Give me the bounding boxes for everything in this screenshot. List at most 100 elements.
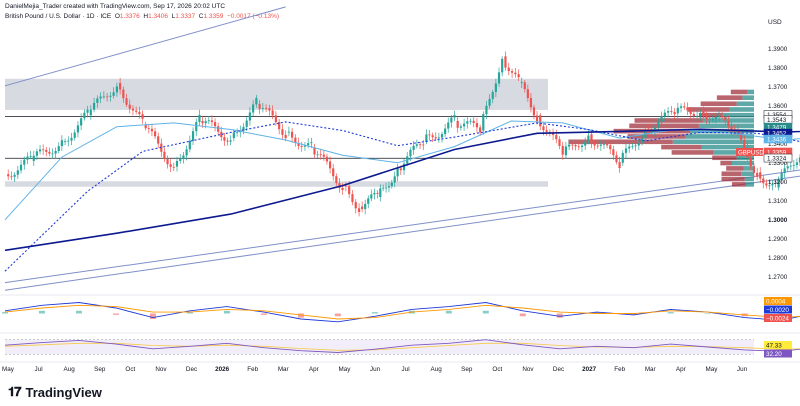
symbol-tag-box xyxy=(736,147,763,156)
candle-body-0 xyxy=(7,174,10,177)
candle-body-185 xyxy=(593,143,596,146)
macd-hist-19 xyxy=(704,313,711,315)
candle-body-8 xyxy=(32,155,35,161)
ohlc-high: 1.3406 xyxy=(148,13,168,20)
candle-body-54 xyxy=(179,159,182,161)
x-tick-4: Oct xyxy=(125,366,135,373)
candle-body-184 xyxy=(590,134,593,144)
ma-long-line xyxy=(4,128,800,252)
candle-body-42 xyxy=(141,114,144,119)
candle-body-38 xyxy=(128,104,131,109)
vp-bar-up-12 xyxy=(736,155,754,161)
x-tick-0: May xyxy=(2,366,15,373)
candle-body-141 xyxy=(453,115,456,118)
ohlc-low: 1.3337 xyxy=(175,13,196,20)
candle-body-197 xyxy=(631,146,634,147)
candle-body-52 xyxy=(172,166,175,168)
candle-body-5 xyxy=(23,159,26,165)
candle-body-66 xyxy=(217,126,220,132)
candle-body-154 xyxy=(494,83,497,93)
candle-body-58 xyxy=(191,131,195,141)
x-tick-11: May xyxy=(338,366,351,373)
candle-body-136 xyxy=(437,137,440,139)
candle-body-180 xyxy=(577,146,580,148)
candle-body-151 xyxy=(485,105,488,115)
candle-body-157 xyxy=(504,56,507,68)
candle-body-85 xyxy=(278,122,281,130)
candle-body-98 xyxy=(319,154,322,156)
candle-body-87 xyxy=(284,134,287,139)
vp-bar-up-16 xyxy=(744,176,754,182)
vp-bar-up-10 xyxy=(701,144,754,150)
macd-label-0: 0.0004 xyxy=(766,298,786,305)
macd-label-box-2 xyxy=(764,314,792,322)
candle-body-179 xyxy=(574,145,577,147)
rsi-label-box-0 xyxy=(764,341,792,349)
ohlc-close: 1.3359 xyxy=(203,13,224,20)
vp-bar-down-11 xyxy=(671,150,714,155)
ohlc-low-label: L xyxy=(171,13,176,20)
candle-body-146 xyxy=(469,120,472,122)
candle-body-138 xyxy=(444,128,447,135)
macd-hist-16 xyxy=(593,312,600,314)
candle-body-64 xyxy=(210,120,214,123)
y-tick-4: 1.3400 xyxy=(768,141,788,148)
vp-bar-down-16 xyxy=(721,176,745,182)
candle-body-46 xyxy=(153,131,157,137)
candle-body-133 xyxy=(428,134,431,136)
candle-body-1 xyxy=(10,176,13,178)
candle-body-183 xyxy=(587,135,590,142)
macd-label-box-1 xyxy=(764,305,792,314)
candle-body-237 xyxy=(759,172,762,179)
candle-body-194 xyxy=(621,152,624,163)
candle-body-55 xyxy=(182,155,185,160)
candle-body-18 xyxy=(63,141,67,142)
candle-body-229 xyxy=(733,128,736,130)
candle-body-178 xyxy=(571,144,574,146)
candle-body-106 xyxy=(344,185,347,187)
price-label-1: 1.3543 xyxy=(767,117,787,124)
candle-body-34 xyxy=(115,86,119,93)
candle-body-50 xyxy=(166,159,169,165)
candle-body-195 xyxy=(624,148,628,153)
ohlc-high-label: H xyxy=(143,13,149,20)
vp-bar-down-8 xyxy=(627,134,686,139)
candle-body-204 xyxy=(653,127,657,132)
candle-body-196 xyxy=(628,146,631,149)
macd-hist-17 xyxy=(630,313,637,315)
candle-body-99 xyxy=(322,154,325,157)
price-label-box-4 xyxy=(763,134,793,144)
candle-body-57 xyxy=(188,140,191,150)
ohlc-open-label: O xyxy=(114,13,120,20)
candle-body-134 xyxy=(431,135,434,138)
macd-hist-10 xyxy=(371,312,378,314)
tradingview-logo-icon: 𝟏𝟕 xyxy=(8,384,22,399)
x-tick-9: Mar xyxy=(278,366,289,373)
candle-body-27 xyxy=(92,102,96,110)
candle-body-29 xyxy=(99,96,102,99)
candle-body-193 xyxy=(618,162,621,168)
candle-body-47 xyxy=(157,136,160,144)
candle-body-176 xyxy=(564,146,568,156)
candle-body-35 xyxy=(119,82,122,90)
candle-body-137 xyxy=(440,134,444,138)
candle-body-213 xyxy=(683,106,686,108)
candle-body-150 xyxy=(482,114,485,131)
vp-bar-down-12 xyxy=(712,155,737,161)
candle-body-232 xyxy=(743,139,746,149)
candle-body-160 xyxy=(514,72,517,75)
price-label-box-6 xyxy=(763,153,793,163)
vp-bar-down-5 xyxy=(634,118,703,123)
x-tick-16: Oct xyxy=(492,366,502,373)
candle-body-51 xyxy=(169,164,172,167)
candle-body-225 xyxy=(721,115,724,117)
candle-body-132 xyxy=(425,134,428,142)
candle-body-211 xyxy=(676,107,679,114)
vp-bar-up-0 xyxy=(747,89,754,95)
price-label-4: 1.3436 xyxy=(767,136,787,143)
candle-body-124 xyxy=(399,168,402,171)
vp-bar-down-15 xyxy=(721,171,742,177)
candle-body-246 xyxy=(786,166,789,169)
candle-body-2 xyxy=(13,174,16,177)
